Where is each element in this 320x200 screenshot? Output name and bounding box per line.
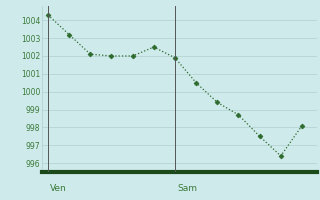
Text: Sam: Sam: [177, 184, 197, 193]
Text: Ven: Ven: [50, 184, 67, 193]
